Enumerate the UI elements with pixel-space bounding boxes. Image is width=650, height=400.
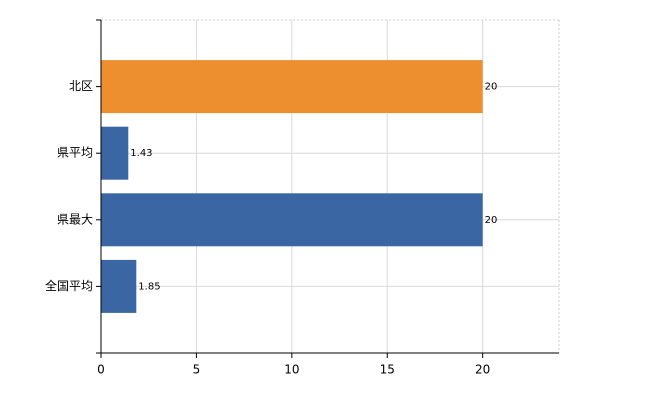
x-tick-label: 0 [97, 363, 105, 377]
value-label: 20 [485, 82, 498, 93]
bar [101, 126, 129, 180]
y-tick-label: 全国平均 [45, 278, 93, 293]
x-tick-label: 5 [193, 363, 201, 377]
bar [101, 193, 483, 247]
bar [101, 60, 483, 114]
value-label: 1.85 [138, 281, 160, 292]
x-tick-label: 15 [380, 363, 395, 377]
x-tick-label: 20 [475, 363, 490, 377]
y-tick-label: 県最大 [57, 212, 93, 226]
y-tick-label: 県平均 [57, 146, 93, 160]
value-label: 20 [485, 215, 498, 226]
x-tick-label: 10 [284, 363, 299, 377]
y-tick-label: 北区 [69, 79, 93, 93]
value-label: 1.43 [130, 148, 152, 159]
bar [101, 259, 137, 313]
